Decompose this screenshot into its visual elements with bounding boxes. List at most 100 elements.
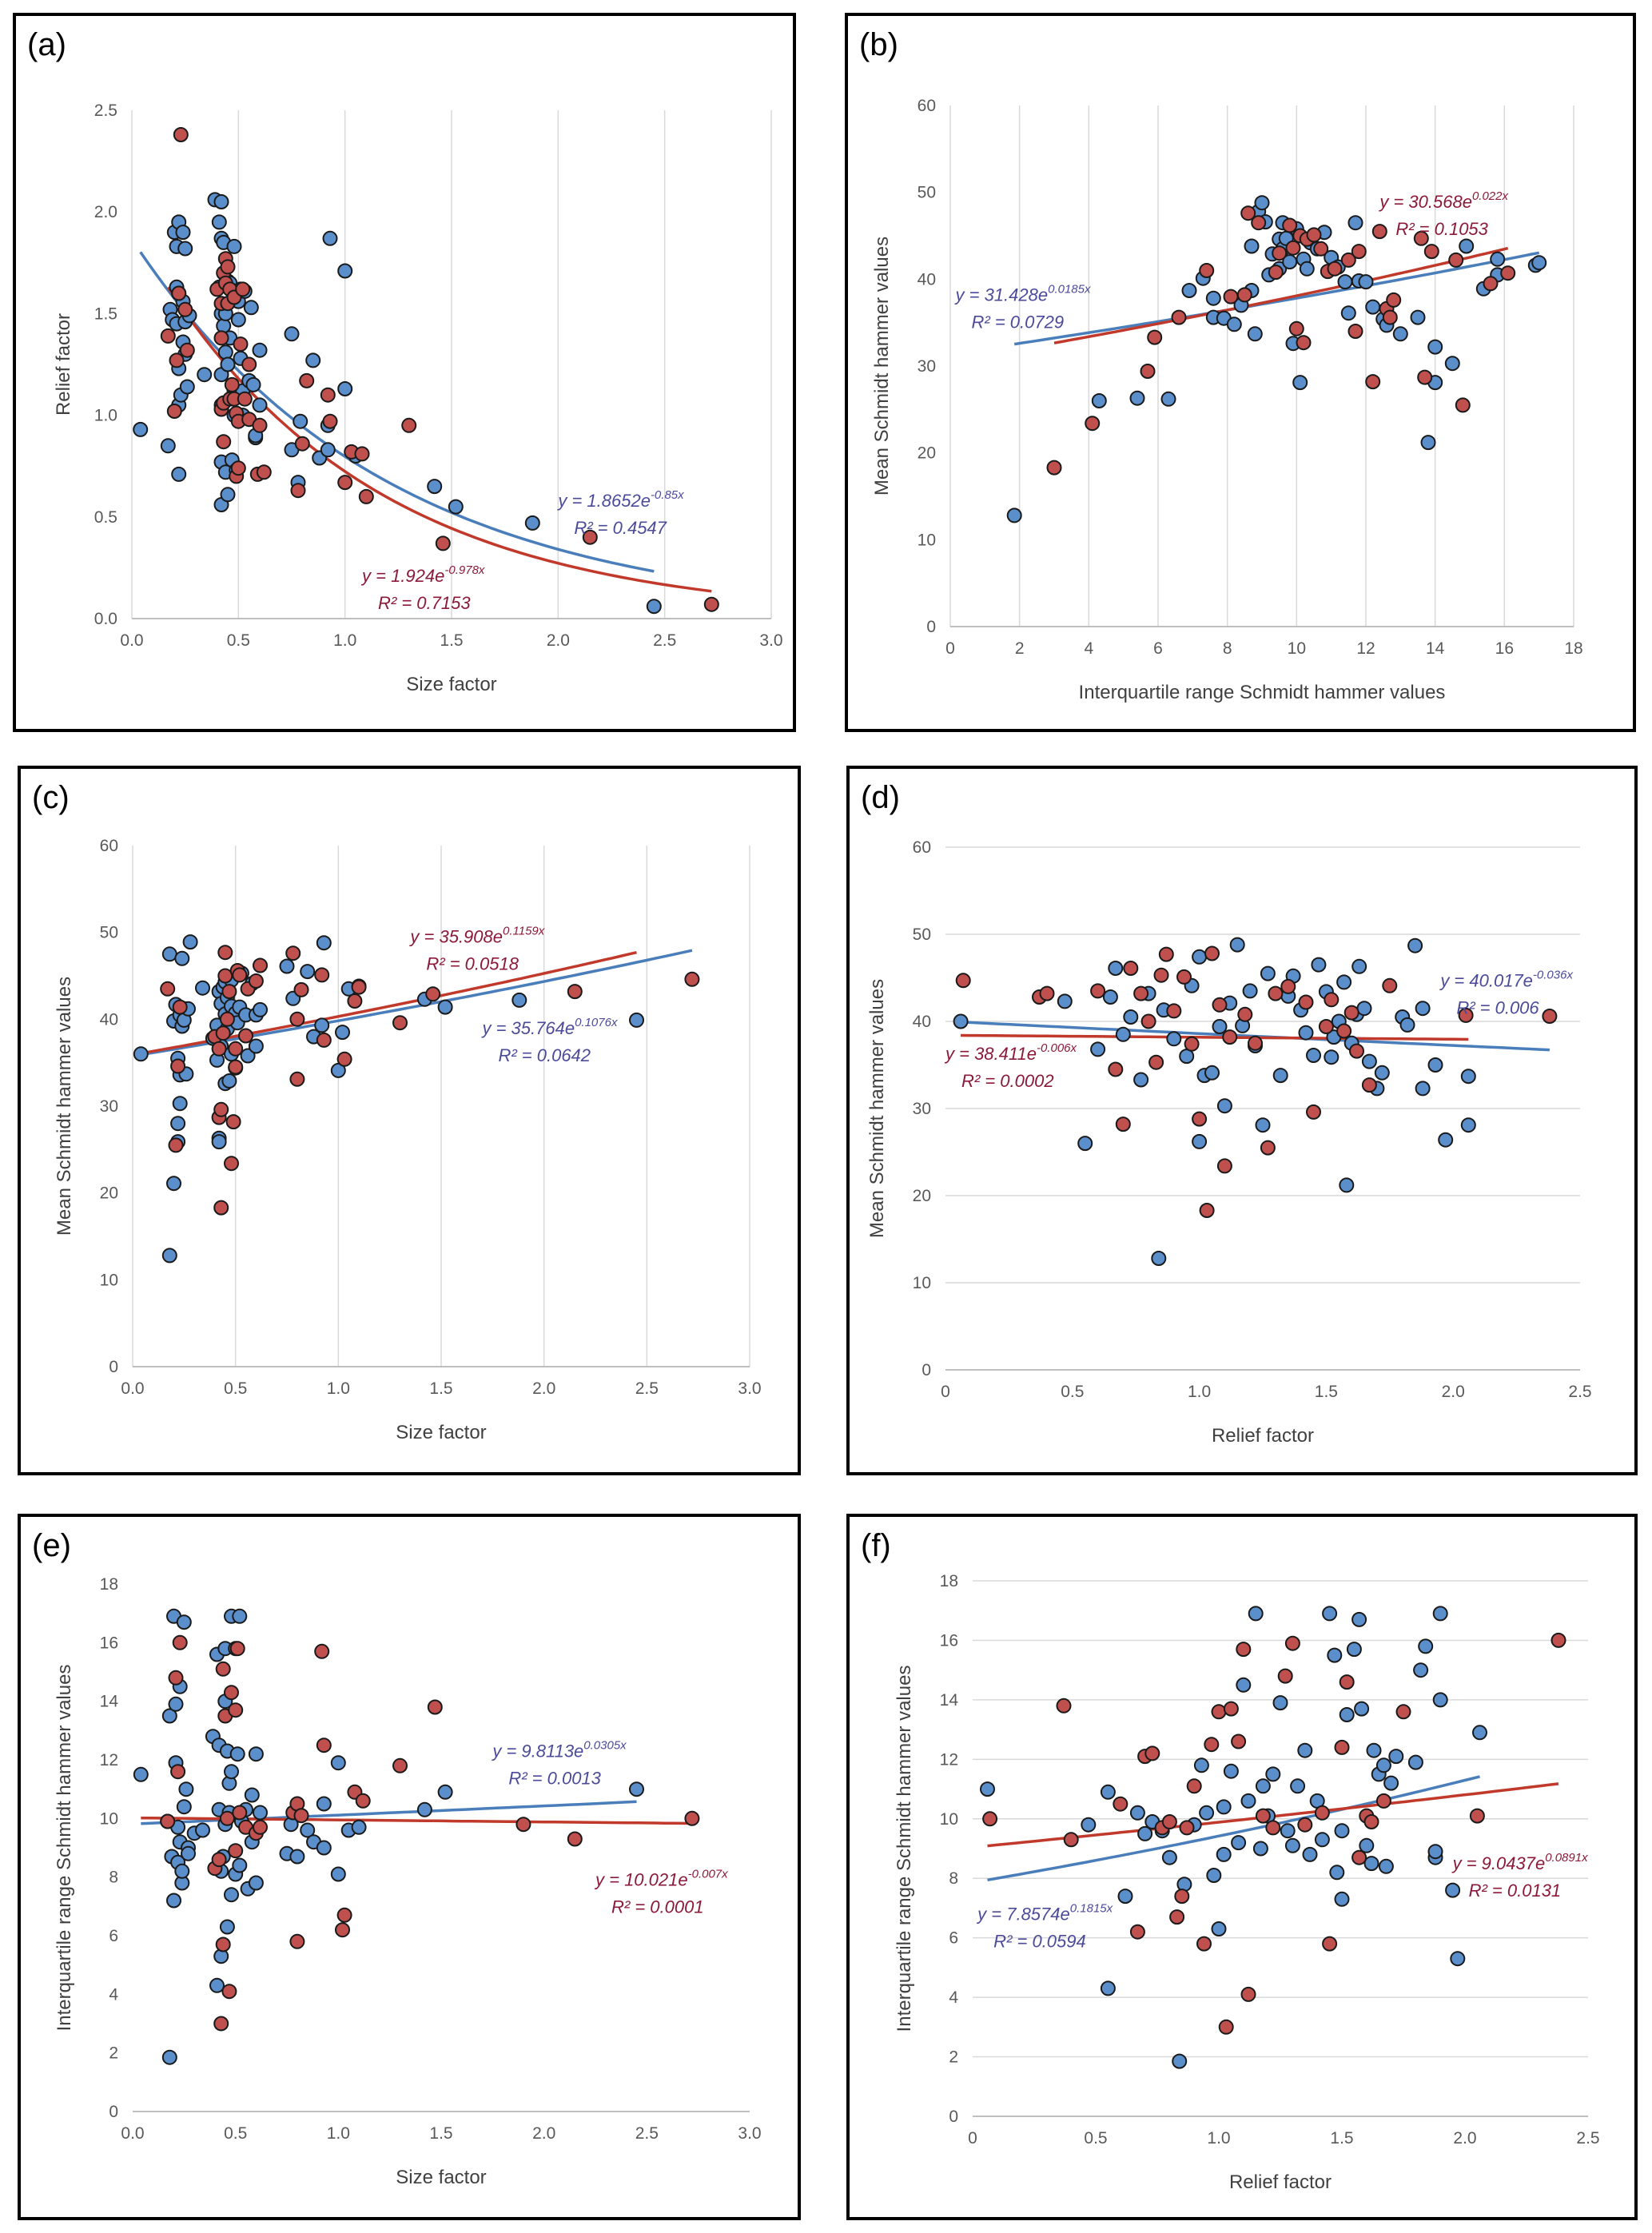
data-point-blue: [305, 352, 321, 368]
data-point-red: [582, 529, 598, 545]
chart-d: 0 0.5 1.0 1.5 2.0 2.5 0 10 20 30 40 50 60 Relief fact…: [866, 838, 1592, 1447]
x-tick-label: 0.5: [224, 1379, 247, 1398]
data-point-blue: [1347, 215, 1363, 231]
data-point-red: [1296, 335, 1312, 351]
data-point-blue: [416, 1801, 432, 1817]
y-tick-label: 6: [109, 1927, 118, 1945]
data-point-blue: [1272, 1695, 1288, 1711]
data-point-blue: [1329, 1865, 1345, 1881]
y-tick-label: 10: [913, 1274, 931, 1292]
r-squared: R² = 0.006: [1456, 997, 1539, 1017]
data-point-red: [1306, 227, 1322, 243]
data-point-blue: [176, 1614, 192, 1630]
x-tick-label: 2.5: [1576, 2129, 1599, 2147]
x-tick-label: 1.0: [1207, 2129, 1230, 2147]
x-tick-label: 0.0: [120, 631, 143, 650]
data-point-blue: [174, 1863, 190, 1879]
data-point-red: [358, 488, 374, 504]
data-point-blue: [166, 1893, 181, 1909]
data-point-red: [316, 1737, 332, 1753]
data-point-blue: [1324, 1049, 1340, 1065]
data-point-blue: [211, 1134, 227, 1150]
data-point-red: [982, 1811, 998, 1827]
data-point-red: [1186, 1778, 1202, 1794]
data-point-blue: [1351, 1611, 1367, 1627]
data-point-red: [1322, 1936, 1338, 1952]
data-point-blue: [248, 1875, 264, 1891]
data-point-red: [1458, 1007, 1474, 1023]
data-point-blue: [427, 479, 443, 495]
x-tick-label: 1.5: [1330, 2129, 1353, 2147]
data-point-blue: [1172, 2053, 1188, 2069]
data-point-blue: [197, 367, 213, 383]
data-point-blue: [1427, 339, 1443, 355]
data-point-blue: [168, 1696, 184, 1712]
r-squared: R² = 0.0642: [498, 1045, 591, 1065]
data-point-blue: [1410, 309, 1426, 325]
data-point-red: [703, 596, 719, 612]
data-point-blue: [1216, 1799, 1232, 1815]
trendline-redLine: [1053, 246, 1509, 344]
data-point-blue: [1365, 299, 1381, 315]
data-point-red: [224, 1685, 239, 1701]
data-point-red: [160, 1813, 176, 1829]
data-point-blue: [1206, 1868, 1222, 1883]
data-point-red: [211, 1041, 227, 1057]
r-squared: R² = 0.1053: [1395, 219, 1488, 239]
data-point-blue: [1129, 390, 1145, 406]
x-tick-label: 0.5: [224, 2124, 247, 2143]
data-point-red: [1063, 1832, 1079, 1848]
data-point-red: [1176, 969, 1192, 985]
data-point-blue: [230, 312, 246, 328]
data-point-red: [1336, 1023, 1352, 1039]
panel-label: (c): [32, 780, 70, 815]
trend-equation: y = 7.8574e0.1815x: [976, 1901, 1113, 1924]
data-point-blue: [182, 934, 198, 950]
data-point-blue: [330, 1062, 346, 1078]
data-point-red: [1313, 241, 1329, 257]
x-tick-label: 2.0: [532, 2124, 555, 2143]
data-point-red: [1277, 1668, 1293, 1684]
data-point-blue: [1358, 274, 1374, 290]
x-tick-label: 8: [1223, 639, 1232, 658]
data-point-blue: [1255, 1117, 1271, 1133]
data-point-red: [1140, 1013, 1156, 1029]
x-tick-label: 2.5: [635, 1379, 659, 1398]
data-point-blue: [289, 1849, 305, 1865]
data-point-blue: [220, 356, 236, 372]
data-point-blue: [1445, 1882, 1461, 1898]
data-point-blue: [1337, 274, 1353, 290]
data-point-blue: [337, 381, 353, 396]
data-point-red: [235, 281, 251, 297]
x-tick-label: 10: [1288, 639, 1306, 658]
data-point-red: [1108, 1061, 1124, 1077]
data-point-blue: [1388, 1749, 1404, 1765]
data-point-red: [684, 971, 700, 987]
trend-equation: y = 1.8652e-0.85x: [556, 488, 684, 511]
data-point-blue: [330, 1755, 346, 1771]
y-tick-label: 20: [913, 1187, 931, 1205]
trend-equation: y = 10.021e-0.007x: [594, 1868, 728, 1890]
data-point-red: [1351, 1849, 1367, 1865]
y-tick-label: 0.0: [94, 610, 117, 628]
data-point-red: [1090, 983, 1106, 999]
data-point-blue: [1223, 1763, 1239, 1779]
data-point-blue: [217, 344, 233, 360]
data-point-red: [213, 2016, 229, 2032]
data-point-red: [567, 984, 583, 1000]
data-point-red: [224, 376, 240, 392]
data-point-blue: [1427, 1057, 1443, 1073]
data-point-red: [336, 1051, 352, 1067]
data-point-blue: [229, 1746, 245, 1762]
x-tick-label: 2.0: [1442, 1383, 1465, 1401]
data-point-blue: [1531, 255, 1547, 271]
data-point-blue: [1272, 1068, 1288, 1084]
r-squared: R² = 0.0013: [508, 1768, 601, 1788]
data-point-blue: [1006, 508, 1022, 523]
data-point-red: [425, 986, 441, 1002]
data-point-blue: [953, 1013, 969, 1029]
data-point-red: [1268, 985, 1284, 1001]
r-squared: R² = 0.4547: [574, 518, 667, 538]
data-point-red: [1212, 997, 1228, 1013]
data-point-red: [392, 1015, 408, 1031]
